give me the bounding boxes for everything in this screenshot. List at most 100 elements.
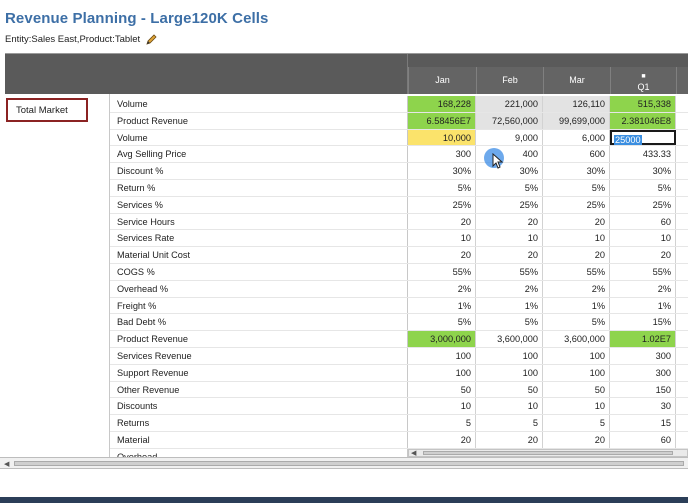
col-header-jan[interactable]: Jan (408, 67, 476, 94)
grid-scroll-thumb[interactable] (423, 451, 673, 455)
col-header-feb[interactable]: Feb (476, 67, 543, 94)
table-row: Volume 168,228 221,000 126,110 515,338 (110, 96, 688, 113)
data-cell[interactable]: 10 (476, 398, 543, 415)
data-cell[interactable]: 5% (408, 180, 476, 196)
data-cell[interactable]: 10 (476, 230, 543, 247)
page-scroll-left-icon[interactable]: ◀ (4, 461, 10, 468)
data-cell[interactable]: 5 (543, 415, 610, 431)
data-cell[interactable]: 20 (476, 247, 543, 263)
selected-text[interactable]: 25000 (614, 134, 642, 145)
data-cell[interactable]: 20 (476, 213, 543, 230)
data-cell[interactable]: 100 (543, 364, 610, 381)
data-cell[interactable]: 60 (610, 432, 676, 448)
data-cell[interactable]: 3,600,000 (543, 331, 610, 347)
data-cell[interactable]: 5 (408, 415, 476, 431)
data-cell[interactable]: 30% (408, 163, 476, 179)
data-cell[interactable]: 1.02E7 (610, 331, 676, 347)
data-cell[interactable]: 168,228 (408, 96, 476, 112)
data-cell[interactable]: 10 (408, 230, 476, 247)
data-cell[interactable]: 20 (408, 432, 476, 448)
data-cell[interactable]: 100 (408, 348, 476, 364)
data-cell[interactable]: 2% (408, 280, 476, 297)
data-cell[interactable]: 25% (408, 196, 476, 213)
data-cell[interactable]: 515,338 (610, 96, 676, 112)
data-cell[interactable]: 100 (476, 364, 543, 381)
data-cell[interactable]: 15% (610, 314, 676, 331)
data-cell[interactable]: 10,000 (408, 129, 476, 146)
data-cell[interactable]: 20 (408, 247, 476, 263)
data-cell[interactable]: 300 (610, 348, 676, 364)
data-cell[interactable]: 15 (610, 415, 676, 431)
data-cell[interactable]: 30% (610, 163, 676, 179)
data-cell[interactable]: 6.58456E7 (408, 112, 476, 129)
grid-horizontal-scrollbar[interactable]: ◀ (408, 449, 688, 457)
data-cell[interactable]: 300 (408, 146, 476, 163)
scroll-left-icon[interactable]: ◀ (411, 450, 417, 457)
data-cell[interactable]: 9,000 (476, 129, 543, 146)
data-cell[interactable]: 10 (543, 398, 610, 415)
data-cell[interactable]: 20 (543, 247, 610, 263)
data-cell[interactable]: 221,000 (476, 96, 543, 112)
data-cell[interactable]: 5% (610, 180, 676, 196)
data-cell[interactable]: 50 (408, 381, 476, 398)
data-cell[interactable]: 2.381046E8 (610, 112, 676, 129)
data-cell[interactable]: 30% (476, 163, 543, 179)
data-cell[interactable]: 433.33 (610, 146, 676, 163)
data-cell[interactable]: 1% (610, 297, 676, 314)
data-cell[interactable]: 20 (476, 432, 543, 448)
data-cell[interactable]: 126,110 (543, 96, 610, 112)
data-cell[interactable]: 10 (408, 398, 476, 415)
page-scroll-thumb[interactable] (14, 461, 684, 466)
page-horizontal-scrollbar[interactable]: ◀ (0, 457, 688, 469)
data-cell[interactable]: 1% (543, 297, 610, 314)
pencil-icon[interactable] (145, 33, 158, 46)
data-cell[interactable]: 400 (476, 146, 543, 163)
data-cell[interactable]: 50 (543, 381, 610, 398)
data-cell[interactable]: 2% (543, 280, 610, 297)
data-cell[interactable]: 5% (476, 180, 543, 196)
data-cell[interactable]: 5 (476, 415, 543, 431)
data-cell[interactable]: 20 (408, 213, 476, 230)
data-cell[interactable]: 50 (476, 381, 543, 398)
data-cell[interactable]: 100 (408, 364, 476, 381)
data-cell[interactable]: 72,560,000 (476, 112, 543, 129)
data-cell[interactable]: 25% (476, 196, 543, 213)
data-cell[interactable]: 25% (543, 196, 610, 213)
data-cell[interactable]: 2% (610, 280, 676, 297)
data-cell[interactable]: 5% (476, 314, 543, 331)
data-cell[interactable]: 5% (408, 314, 476, 331)
data-cell[interactable]: 5% (543, 314, 610, 331)
data-cell[interactable]: 55% (408, 264, 476, 280)
data-cell[interactable]: 3,600,000 (476, 331, 543, 347)
data-cell[interactable]: 3,000,000 (408, 331, 476, 347)
data-cell[interactable]: 20 (543, 213, 610, 230)
data-cell[interactable]: 300 (610, 364, 676, 381)
data-cell[interactable]: 55% (610, 264, 676, 280)
data-cell[interactable]: 55% (476, 264, 543, 280)
data-cell[interactable]: 10 (543, 230, 610, 247)
data-cell[interactable]: 20 (543, 432, 610, 448)
data-cell[interactable]: 25% (610, 196, 676, 213)
data-cell[interactable]: 2% (476, 280, 543, 297)
data-cell[interactable]: 100 (476, 348, 543, 364)
editing-cell[interactable]: 25000 (610, 129, 676, 146)
data-cell[interactable]: 600 (543, 146, 610, 163)
pov-total-market[interactable]: Total Market (6, 98, 88, 122)
col-header-mar[interactable]: Mar (543, 67, 610, 94)
data-cell[interactable]: 30% (543, 163, 610, 179)
data-cell[interactable]: 6,000 (543, 129, 610, 146)
data-cell[interactable]: 5% (543, 180, 610, 196)
col-header-next (676, 67, 688, 94)
data-cell[interactable]: 20 (610, 247, 676, 263)
data-cell[interactable]: 30 (610, 398, 676, 415)
collapse-icon[interactable]: ■ (641, 73, 646, 80)
data-cell[interactable]: 55% (543, 264, 610, 280)
data-cell[interactable]: 100 (543, 348, 610, 364)
data-cell[interactable]: 10 (610, 230, 676, 247)
data-cell[interactable]: 1% (408, 297, 476, 314)
col-header-q1[interactable]: ■ Q1 (610, 67, 676, 94)
data-cell[interactable]: 1% (476, 297, 543, 314)
data-cell[interactable]: 99,699,000 (543, 112, 610, 129)
data-cell[interactable]: 60 (610, 213, 676, 230)
data-cell[interactable]: 150 (610, 381, 676, 398)
